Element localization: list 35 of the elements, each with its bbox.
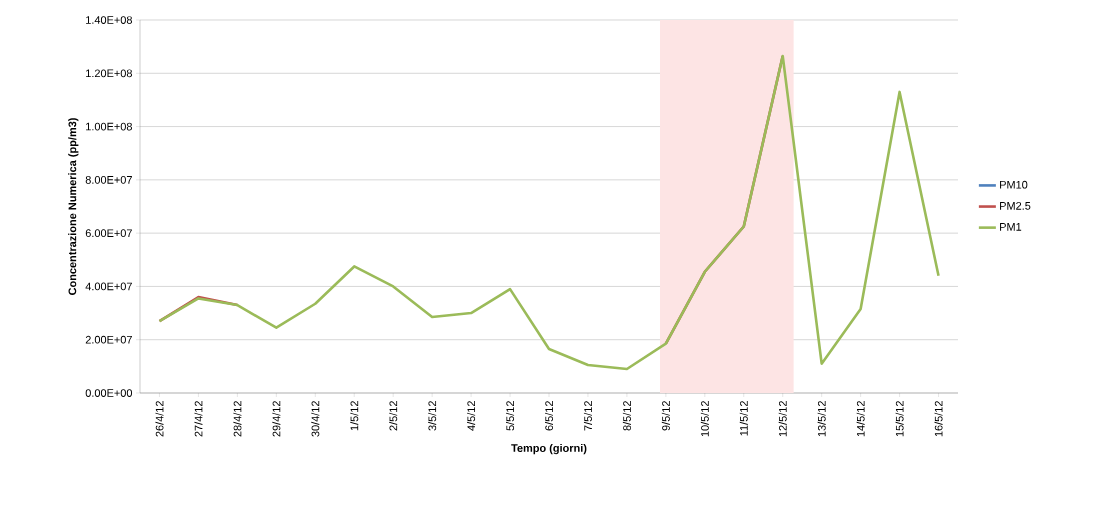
x-tick-label: 30/4/12 [311, 401, 320, 437]
x-tick-label: 1/5/12 [350, 401, 359, 431]
y-tick-label: 1.00E+08 [86, 122, 132, 131]
y-axis-title: Concentrazione Numerica (pp/m3) [68, 118, 79, 295]
legend-label: PM10 [1000, 180, 1028, 189]
x-tick-label: 16/5/12 [934, 401, 943, 437]
y-tick-label: 4.00E+07 [85, 282, 132, 291]
y-tick-label: 1.40E+08 [86, 16, 132, 24]
x-tick-label: 3/5/12 [428, 401, 437, 431]
line-series [158, 54, 940, 371]
x-tick-label: 26/4/12 [155, 401, 164, 437]
x-tick-label: 2/5/12 [389, 401, 398, 431]
x-tick-label: 13/5/12 [817, 401, 826, 437]
x-tick-label: 15/5/12 [895, 401, 904, 437]
x-tick-label: 10/5/12 [700, 401, 709, 437]
x-axis-title: Tempo (giorni) [511, 443, 587, 455]
x-tick-label: 29/4/12 [272, 401, 281, 437]
x-tick-label: 9/5/12 [661, 401, 670, 431]
x-tick-label: 12/5/12 [778, 401, 787, 437]
y-tick-label: 0.00E+00 [85, 389, 133, 397]
x-tick-label: 11/5/12 [739, 401, 748, 436]
y-tick-label: 6.00E+07 [85, 229, 132, 238]
y-tick-label: 2.00E+07 [85, 335, 132, 344]
x-tick-label: 6/5/12 [544, 401, 554, 431]
x-tick-label: 27/4/12 [194, 401, 203, 437]
legend-label: PM1 [1000, 223, 1022, 231]
y-tick-label: 8.00E+07 [85, 175, 132, 184]
x-tick-label: 14/5/12 [856, 401, 865, 437]
x-tick-label: 7/5/12 [583, 401, 592, 431]
x-tick-label: 4/5/12 [467, 401, 476, 431]
legend-label: PM2.5 [1000, 201, 1031, 210]
x-tick-label: 5/5/12 [506, 401, 515, 431]
x-tick-label: 28/4/12 [233, 401, 242, 437]
y-tick-label: 1.20E+08 [86, 69, 132, 78]
x-tick-label: 8/5/12 [622, 401, 631, 431]
